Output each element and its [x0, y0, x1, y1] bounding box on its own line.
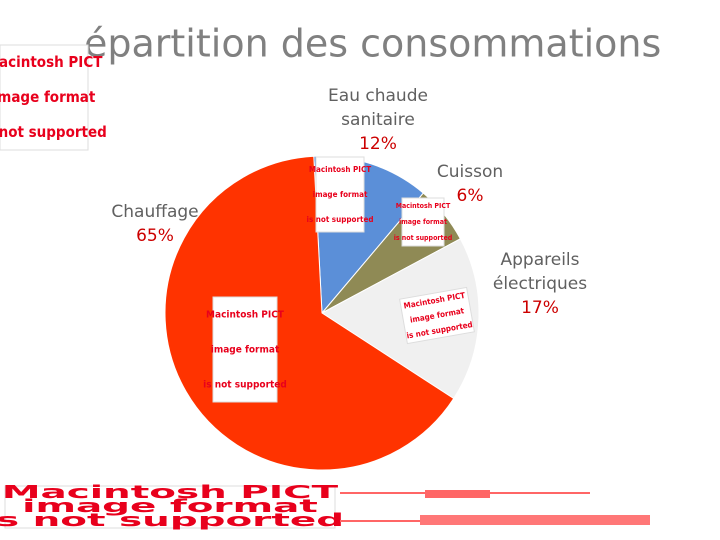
placeholder-box	[0, 44, 89, 151]
placeholder-text: is not supported	[307, 215, 374, 224]
placeholder-text: Macintosh PICT	[2, 481, 339, 502]
slice-label: Chauffage 65%	[95, 200, 215, 248]
value-label: 65%	[136, 226, 174, 246]
placeholder-box	[399, 286, 475, 345]
placeholder-text: s not supported	[0, 509, 344, 530]
slice-label: Cuisson 6%	[420, 160, 520, 208]
slice-label: Eau chaude sanitaire 12%	[318, 84, 438, 156]
placeholder-text: is not supported	[203, 380, 287, 391]
image-placeholder: Macintosh PICT image format is not support…	[394, 197, 453, 247]
image-placeholder: Macintosh PICT image format is not support…	[307, 156, 374, 233]
placeholder-text: Macintosh PICT	[309, 165, 371, 174]
placeholder-box	[212, 296, 278, 403]
placeholder-text: Macintosh PICT	[206, 310, 285, 321]
placeholder-box	[401, 197, 445, 247]
category-label: Chauffage	[111, 202, 199, 222]
decoration	[340, 490, 650, 525]
placeholder-text: is not supported	[0, 123, 107, 141]
placeholder-text: image format	[0, 88, 96, 106]
category-label: Cuisson	[436, 162, 504, 182]
value-label: 6%	[456, 186, 484, 206]
placeholder-text: image format	[399, 218, 447, 226]
image-placeholder: Macintosh PICT image format is not support…	[0, 44, 107, 151]
placeholder-text: image format	[211, 345, 280, 356]
slice-label: Appareils électriques 17%	[470, 248, 610, 320]
category-label: Appareils électriques	[492, 250, 588, 294]
value-label: 17%	[521, 298, 559, 318]
placeholder-text: Macintosh PICT	[0, 53, 103, 71]
image-placeholder: Macintosh PICT image format is not support…	[203, 296, 287, 403]
placeholder-box	[4, 485, 336, 529]
category-label: Eau chaude sanitaire	[328, 86, 428, 130]
placeholder-text: is not supported	[394, 234, 453, 242]
placeholder-box	[315, 156, 365, 233]
value-label: 12%	[359, 134, 397, 154]
placeholder-text: Macintosh PICT	[396, 202, 451, 210]
pie-slice	[321, 238, 480, 400]
placeholder-text: image format	[22, 495, 318, 516]
placeholder-text: image format	[313, 190, 368, 199]
chart-title: épartition des consommations	[84, 22, 661, 66]
